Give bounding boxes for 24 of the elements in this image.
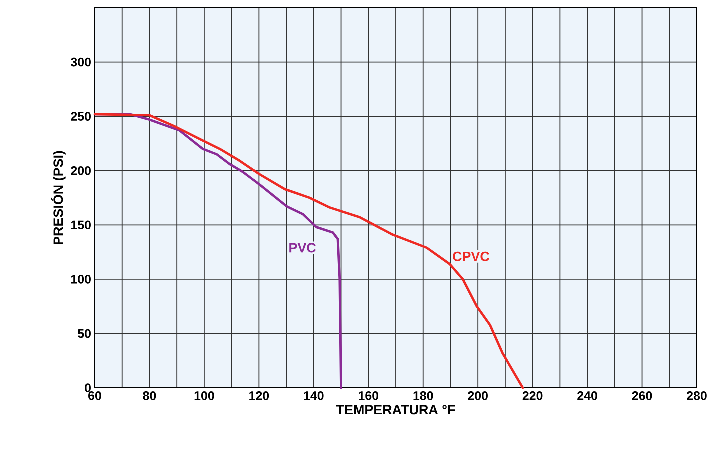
x-tick-label: 260 <box>632 392 652 400</box>
x-tick-label: 240 <box>578 392 598 400</box>
y-tick-label: 300 <box>70 58 91 67</box>
x-tick-label: 80 <box>143 392 156 400</box>
x-tick-label: 120 <box>250 392 270 400</box>
x-tick-label: 220 <box>522 392 543 400</box>
x-tick-label: 140 <box>304 392 324 400</box>
series-label: CPVC <box>453 252 490 262</box>
y-tick-label: 200 <box>71 166 91 176</box>
x-tick-label: 280 <box>687 392 707 400</box>
x-tick-label: 160 <box>359 392 379 400</box>
x-tick-label: 60 <box>88 392 102 400</box>
x-tick-label: 200 <box>468 392 488 400</box>
line-series <box>94 113 524 390</box>
y-tick-label: 100 <box>71 275 91 284</box>
x-tick-label: 100 <box>194 392 214 400</box>
x-tick-label: 180 <box>414 392 434 400</box>
x-axis-title: TEMPERATURA °F <box>336 405 456 415</box>
y-axis-title: PRESIÓN (PSI) <box>51 151 66 245</box>
y-tick-label: 250 <box>71 112 91 121</box>
y-tick-label: 150 <box>71 220 91 230</box>
y-tick-label: 50 <box>78 329 91 338</box>
y-tick-label: 0 <box>85 384 91 392</box>
series-label: PVC <box>290 243 316 253</box>
